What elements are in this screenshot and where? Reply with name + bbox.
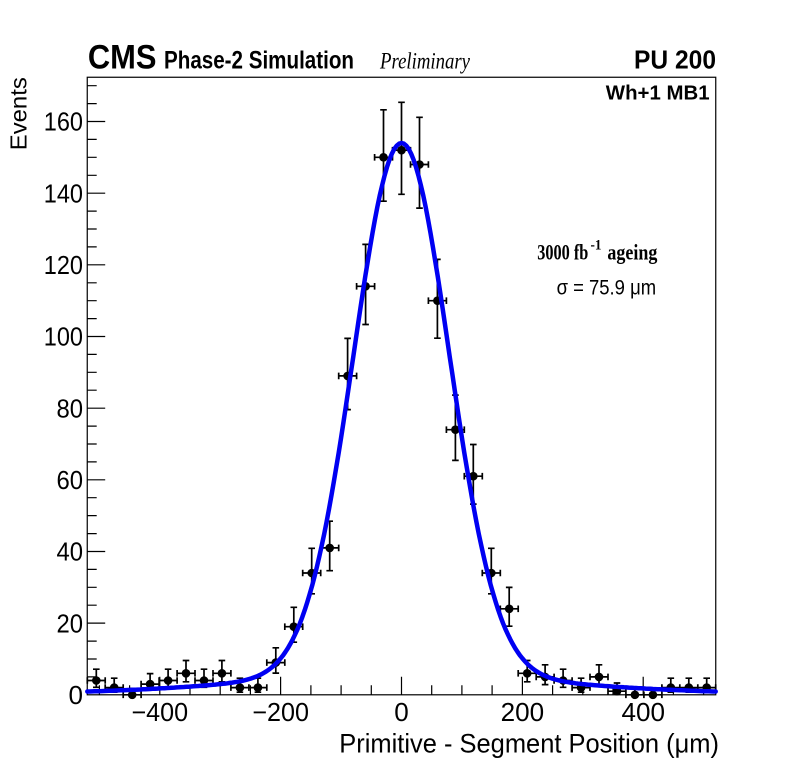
svg-text:-1: -1 — [591, 238, 602, 254]
svg-text:160: 160 — [44, 107, 83, 137]
svg-text:3000 fb: 3000 fb — [537, 239, 588, 264]
svg-text:100: 100 — [44, 322, 83, 352]
svg-text:40: 40 — [57, 537, 84, 567]
svg-text:0: 0 — [394, 697, 409, 727]
svg-text:ageing: ageing — [607, 239, 657, 264]
svg-text:Events: Events — [5, 77, 31, 150]
svg-text:200: 200 — [501, 697, 545, 727]
svg-text:−200: −200 — [252, 697, 309, 727]
svg-text:Wh+1 MB1: Wh+1 MB1 — [606, 82, 710, 105]
svg-text:0: 0 — [69, 680, 84, 710]
svg-text:120: 120 — [44, 250, 83, 280]
svg-text:PU 200: PU 200 — [634, 45, 716, 75]
svg-text:Primitive - Segment Position (: Primitive - Segment Position (μm) — [339, 729, 719, 759]
svg-text:400: 400 — [621, 697, 665, 727]
svg-text:140: 140 — [44, 178, 83, 208]
svg-text:80: 80 — [57, 393, 84, 423]
svg-text:20: 20 — [57, 608, 84, 638]
svg-text:−400: −400 — [131, 697, 188, 727]
svg-text:CMS: CMS — [88, 39, 157, 77]
svg-text:σ = 75.9 μm: σ = 75.9 μm — [557, 277, 657, 300]
svg-text:Preliminary: Preliminary — [379, 49, 470, 74]
svg-text:Phase-2 Simulation: Phase-2 Simulation — [164, 47, 354, 75]
svg-text:60: 60 — [57, 465, 84, 495]
